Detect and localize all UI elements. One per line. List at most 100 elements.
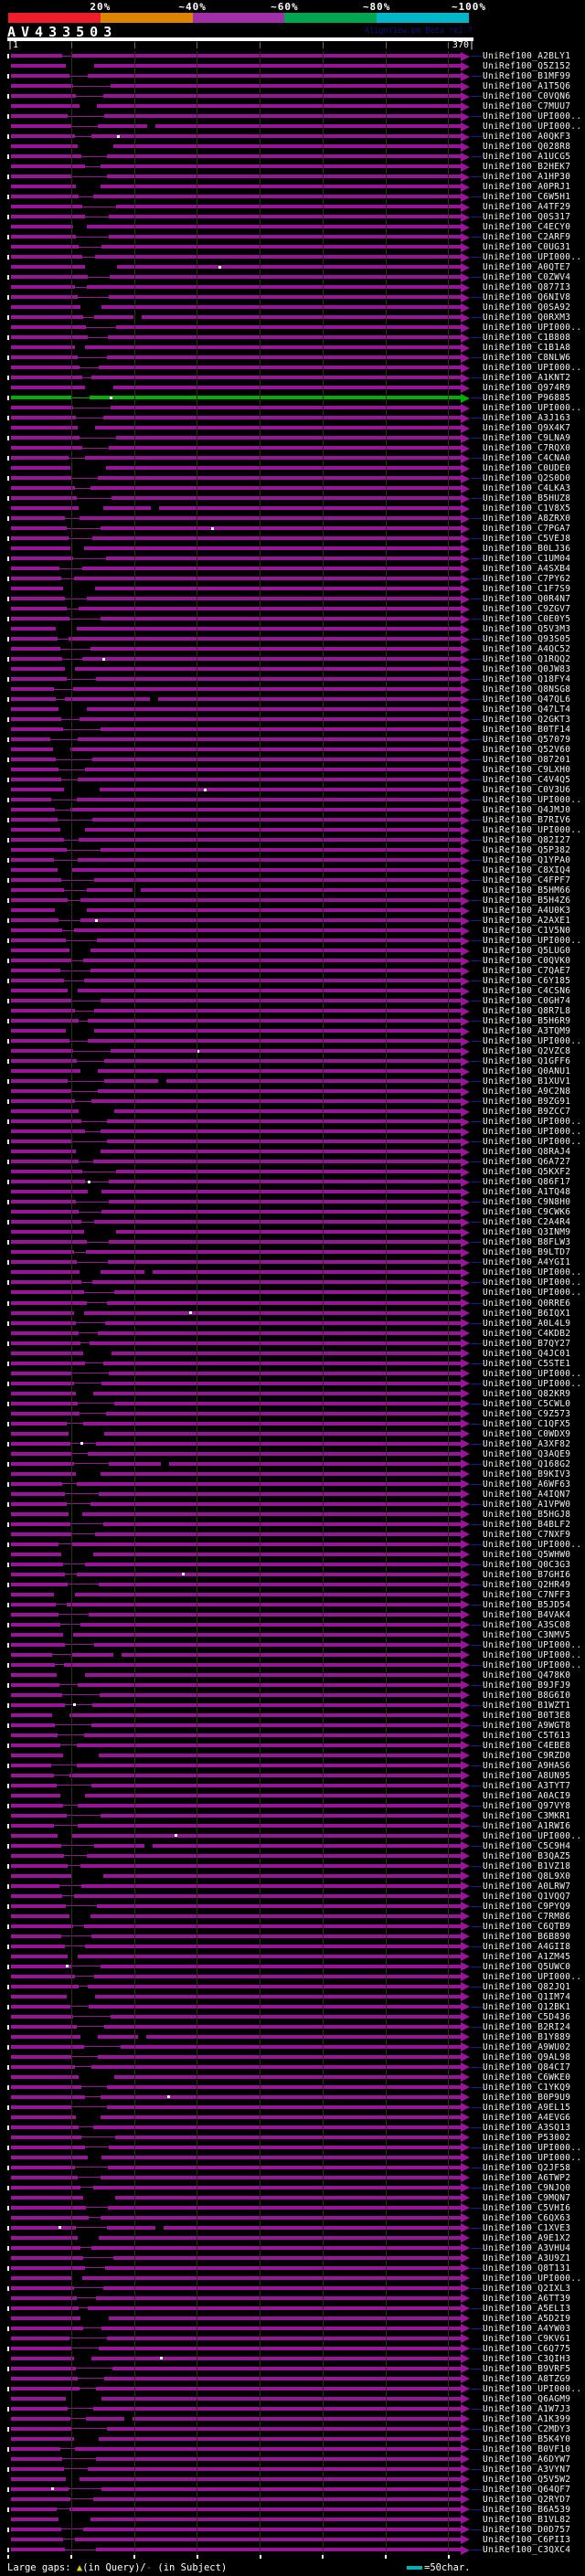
hit-label[interactable]: UniRef100_C0WDX9 [483, 1428, 571, 1439]
hit-label[interactable]: UniRef100_B0P9U9 [483, 2092, 571, 2103]
hit-label[interactable]: UniRef100_C6QTB9 [483, 1921, 571, 1932]
hit-label[interactable]: UniRef100_B6IQX1 [483, 1308, 571, 1319]
hit-label[interactable]: UniRef100_Q84CI7 [483, 2062, 571, 2072]
hit-label[interactable]: UniRef100_A3J163 [483, 413, 571, 424]
hit-label[interactable]: UniRef100_UPI000.. [483, 1649, 582, 1660]
hit-label[interactable]: UniRef100_Q2HR49 [483, 1579, 571, 1590]
hit-label[interactable]: UniRef100_Q5V3M3 [483, 624, 571, 635]
hit-label[interactable]: UniRef100_A4YW03 [483, 2323, 571, 2334]
hit-label[interactable]: UniRef100_A4GII8 [483, 1941, 571, 1952]
hit-label[interactable]: UniRef100_Q168G2 [483, 1458, 571, 1469]
hit-label[interactable]: UniRef100_C7QAE7 [483, 966, 571, 977]
hit-label[interactable]: UniRef100_UPI000.. [483, 2152, 582, 2163]
hit-label[interactable]: UniRef100_UPI000.. [483, 1127, 582, 1138]
hit-label[interactable]: UniRef100_C6Q775 [483, 2343, 571, 2354]
hit-label[interactable]: UniRef100_Q0S317 [483, 212, 571, 223]
hit-label[interactable]: UniRef100_UPI000.. [483, 1971, 582, 1982]
hit-label[interactable]: UniRef100_A2BLY1 [483, 51, 571, 61]
hit-label[interactable]: UniRef100_C9ZGV7 [483, 604, 571, 615]
hit-label[interactable]: UniRef100_Q1VQQ7 [483, 1891, 571, 1902]
hit-label[interactable]: UniRef100_B2RI24 [483, 2021, 571, 2032]
hit-label[interactable]: UniRef100_C9LNA9 [483, 433, 571, 444]
hit-label[interactable]: UniRef100_UPI000.. [483, 1368, 582, 1379]
hit-label[interactable]: UniRef100_C1XVE3 [483, 2222, 571, 2233]
hit-label[interactable]: UniRef100_A5D2I9 [483, 2313, 571, 2324]
hit-label[interactable]: UniRef100_UPI000.. [483, 1288, 582, 1299]
hit-label[interactable]: UniRef100_A1UCG5 [483, 152, 571, 163]
hit-label[interactable]: UniRef100_D0D757 [483, 2524, 571, 2535]
hit-label[interactable]: UniRef100_C0VQN6 [483, 91, 571, 102]
hit-label[interactable]: UniRef100_B6A539 [483, 2504, 571, 2515]
hit-label[interactable]: UniRef100_UPI000.. [483, 252, 582, 263]
hit-label[interactable]: UniRef100_A9E1X2 [483, 2232, 571, 2243]
hit-label[interactable]: UniRef100_Q5LUG0 [483, 946, 571, 957]
hit-label[interactable]: UniRef100_UPI000.. [483, 1267, 582, 1278]
hit-label[interactable]: UniRef100_A9EL15 [483, 2102, 571, 2113]
hit-label[interactable]: UniRef100_Q0RRE6 [483, 1298, 571, 1309]
hit-label[interactable]: UniRef100_Q97VY8 [483, 1800, 571, 1811]
hit-label[interactable]: UniRef100_UPI000.. [483, 1659, 582, 1670]
hit-label[interactable]: UniRef100_C9LXH0 [483, 765, 571, 776]
hit-label[interactable]: UniRef100_A3SC08 [483, 1619, 571, 1630]
hit-label[interactable]: UniRef100_B4VAK4 [483, 1609, 571, 1620]
hit-label[interactable]: UniRef100_C5D436 [483, 2011, 571, 2022]
hit-label[interactable]: UniRef100_C4CNA0 [483, 453, 571, 464]
hit-label[interactable]: UniRef100_C8XIQ4 [483, 865, 571, 876]
hit-label[interactable]: UniRef100_B8G6I0 [483, 1690, 571, 1701]
hit-label[interactable]: UniRef100_A6WF63 [483, 1479, 571, 1489]
hit-label[interactable]: UniRef100_Q57079 [483, 735, 571, 746]
hit-label[interactable]: UniRef100_Q8RAJ4 [483, 1147, 571, 1158]
hit-label[interactable]: UniRef100_B6B890 [483, 1931, 571, 1942]
hit-label[interactable]: UniRef100_A4QC52 [483, 644, 571, 655]
hit-label[interactable]: UniRef100_UPI000.. [483, 795, 582, 806]
hit-label[interactable]: UniRef100_Q3AQE9 [483, 1448, 571, 1459]
hit-label[interactable]: UniRef100_UPI000.. [483, 122, 582, 133]
hit-label[interactable]: UniRef100_Q52V60 [483, 745, 571, 756]
hit-label[interactable]: UniRef100_A4YGI1 [483, 1257, 571, 1268]
hit-label[interactable]: UniRef100_Q82I27 [483, 835, 571, 846]
hit-label[interactable]: UniRef100_A0LRW7 [483, 1881, 571, 1892]
hit-label[interactable]: UniRef100_C5VEJ8 [483, 534, 571, 545]
hit-label[interactable]: UniRef100_UPI000.. [483, 403, 582, 414]
hit-label[interactable]: UniRef100_C6Y185 [483, 976, 571, 987]
hit-label[interactable]: UniRef100_Q86F17 [483, 1177, 571, 1188]
hit-label[interactable]: UniRef100_C9NJQ0 [483, 2182, 571, 2193]
hit-label[interactable]: UniRef100_C4FPF7 [483, 875, 571, 886]
hit-label[interactable]: UniRef100_Q028R8 [483, 142, 571, 153]
hit-label[interactable]: UniRef100_A9WU02 [483, 2041, 571, 2052]
hit-label[interactable]: UniRef100_Q93S05 [483, 634, 571, 645]
hit-label[interactable]: UniRef100_C0V3U6 [483, 785, 571, 796]
hit-label[interactable]: UniRef100_UPI000.. [483, 1378, 582, 1389]
hit-label[interactable]: UniRef100_B9VRF5 [483, 2363, 571, 2374]
hit-label[interactable]: UniRef100_Q47QL6 [483, 694, 571, 705]
hit-label[interactable]: UniRef100_Q3INM9 [483, 1227, 571, 1238]
hit-label[interactable]: UniRef100_Q0SA92 [483, 302, 571, 313]
hit-label[interactable]: UniRef100_A9HAS6 [483, 1760, 571, 1771]
hit-label[interactable]: UniRef100_Q18FY4 [483, 674, 571, 685]
hit-label[interactable]: UniRef100_A1TQ48 [483, 1187, 571, 1198]
hit-label[interactable]: UniRef100_A9C2N8 [483, 1087, 571, 1097]
hit-label[interactable]: UniRef100_A8TZG9 [483, 2373, 571, 2384]
hit-label[interactable]: UniRef100_A3VHU4 [483, 2242, 571, 2253]
hit-label[interactable]: UniRef100_B5JD54 [483, 1599, 571, 1610]
hit-label[interactable]: UniRef100_B9JFJ9 [483, 1680, 571, 1691]
hit-label[interactable]: UniRef100_Q478K0 [483, 1670, 571, 1680]
hit-label[interactable]: UniRef100_A1RWI6 [483, 1820, 571, 1831]
hit-label[interactable]: UniRef100_Q0ANU1 [483, 1066, 571, 1077]
hit-label[interactable]: UniRef100_B9ZG91 [483, 1097, 571, 1108]
hit-label[interactable]: UniRef100_Q0C3G3 [483, 1559, 571, 1570]
hit-label[interactable]: UniRef100_B7GHI6 [483, 1569, 571, 1580]
hit-label[interactable]: UniRef100_C2A4R4 [483, 1217, 571, 1228]
hit-label[interactable]: UniRef100_C1V8X5 [483, 504, 571, 514]
hit-label[interactable]: UniRef100_UPI000.. [483, 825, 582, 836]
hit-label[interactable]: UniRef100_C8NLW6 [483, 353, 571, 364]
hit-label[interactable]: UniRef100_C4V4Q5 [483, 775, 571, 786]
hit-label[interactable]: UniRef100_A0QTE7 [483, 262, 571, 273]
hit-label[interactable]: UniRef100_C5CWL0 [483, 1398, 571, 1409]
hit-label[interactable]: UniRef100_A1T5Q6 [483, 81, 571, 91]
hit-label[interactable]: UniRef100_Q9AL98 [483, 2051, 571, 2062]
hit-label[interactable]: UniRef100_C1QFX5 [483, 1418, 571, 1429]
hit-label[interactable]: UniRef100_B0LJ36 [483, 544, 571, 555]
hit-label[interactable]: UniRef100_A9WGT8 [483, 1720, 571, 1731]
hit-label[interactable]: UniRef100_B5H6R9 [483, 1016, 571, 1027]
